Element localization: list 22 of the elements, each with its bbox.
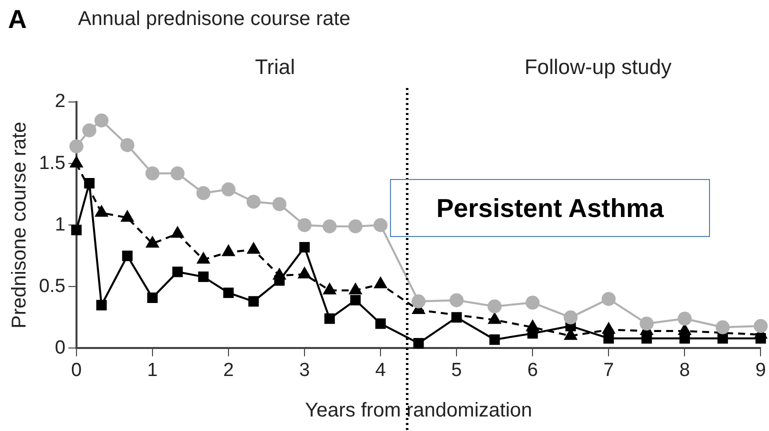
x-tick-label: 4 bbox=[375, 360, 386, 381]
x-tick-label: 6 bbox=[527, 360, 538, 381]
y-tick-label: 0.5 bbox=[38, 276, 66, 297]
y-tick-label: 0 bbox=[54, 337, 66, 358]
y-tick-label: 1 bbox=[54, 214, 66, 236]
text: Follow-up study bbox=[524, 56, 672, 80]
y-tick-label: 2 bbox=[54, 91, 66, 112]
annotation: Persistent Asthma bbox=[390, 179, 710, 237]
y-tick-label: 1.5 bbox=[38, 152, 66, 174]
x-tick-label: 2 bbox=[223, 360, 234, 381]
text: Trial bbox=[254, 56, 296, 80]
y-axis-title: Prednisone course rate bbox=[8, 122, 31, 328]
x-tick-label: 8 bbox=[679, 360, 690, 381]
x-tick-label: 3 bbox=[299, 360, 310, 381]
x-tick-label: 5 bbox=[451, 360, 462, 381]
x-tick-label: 7 bbox=[603, 360, 614, 381]
x-tick-label: 1 bbox=[147, 360, 158, 381]
chart-title: Annual prednisone course rate bbox=[78, 8, 350, 31]
x-tick-label: 9 bbox=[755, 360, 766, 381]
text: A bbox=[8, 4, 27, 35]
x-axis-title: Years from randomization bbox=[304, 400, 532, 422]
x-tick-label: 0 bbox=[71, 360, 82, 381]
